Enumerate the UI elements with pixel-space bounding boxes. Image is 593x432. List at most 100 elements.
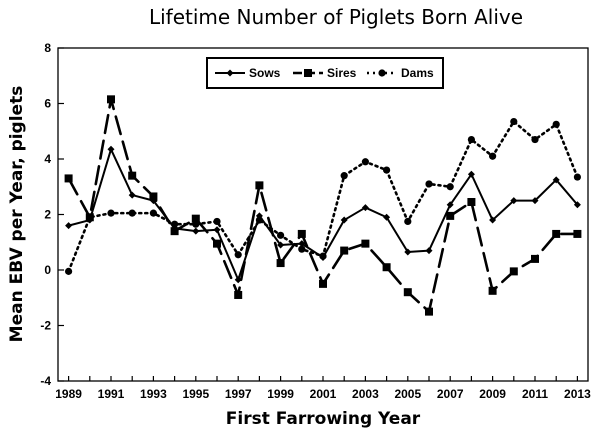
sires-point: [573, 229, 582, 238]
sows-point: [319, 254, 327, 262]
axis-ticks: -4 -2 0 2 4 6 8 1989 1991 1993 1995 1997 1999 2001 200…: [40, 41, 591, 401]
dams-point: [65, 267, 73, 275]
x-tick-label: 2001: [310, 387, 337, 401]
x-tick-label: 2003: [352, 387, 379, 401]
sires-point: [509, 267, 518, 276]
legend-marker-sows: [226, 69, 234, 77]
x-tick-label: 2007: [437, 387, 464, 401]
series-sires: [64, 95, 582, 316]
sows-point: [404, 248, 412, 256]
sires-point: [467, 198, 476, 207]
sows-point: [213, 226, 221, 234]
sows-point: [277, 241, 285, 249]
y-tick-label: 8: [44, 41, 51, 55]
x-tick-label: 1999: [267, 387, 294, 401]
sows-point: [425, 247, 433, 255]
sires-point: [382, 263, 391, 272]
sows-point: [107, 145, 115, 153]
dams-point: [128, 209, 136, 217]
series-layer: [64, 95, 582, 316]
sires-point: [552, 229, 561, 238]
x-tick-label: 2005: [394, 387, 421, 401]
sires-point: [149, 192, 158, 201]
legend-item-sows: Sows: [215, 66, 281, 80]
sows-point: [340, 216, 348, 224]
sires-point: [255, 181, 264, 190]
x-tick-label: 2009: [479, 387, 506, 401]
dams-point: [340, 172, 348, 180]
sows-point: [86, 216, 94, 224]
sows-point: [128, 191, 136, 199]
sires-point: [64, 174, 73, 183]
chart-title: Lifetime Number of Piglets Born Alive: [149, 5, 523, 29]
legend-label-sows: Sows: [249, 66, 281, 80]
y-tick-label: 6: [44, 97, 51, 111]
sows-point: [446, 201, 454, 209]
y-tick-label: 4: [44, 152, 51, 166]
dams-point: [404, 217, 412, 226]
sires-line: [67, 98, 579, 313]
sows-point: [298, 240, 306, 248]
dams-point: [531, 135, 539, 144]
dams-point: [149, 209, 157, 217]
x-tick-label: 1997: [225, 387, 252, 401]
y-tick-label: 0: [44, 263, 51, 277]
legend: Sows Sires Dams: [206, 57, 444, 89]
sires-point: [361, 239, 370, 248]
dams-point: [425, 180, 433, 188]
dams-point: [510, 117, 518, 126]
legend-item-dams: Dams: [367, 66, 434, 80]
dams-point: [573, 173, 582, 181]
dams-line: [67, 120, 579, 273]
y-tick-label: -4: [40, 374, 51, 388]
x-tick-label: 1995: [182, 387, 209, 401]
sires-point: [531, 254, 539, 263]
legend-box: [206, 57, 444, 89]
legend-label-dams: Dams: [401, 66, 434, 80]
sows-point: [171, 224, 179, 232]
sires-point: [213, 239, 221, 248]
x-tick-label: 2013: [564, 387, 591, 401]
dams-point: [298, 245, 306, 253]
sows-point: [361, 204, 369, 212]
sires-point: [297, 229, 306, 238]
sires-point: [340, 246, 349, 255]
sows-point: [149, 197, 157, 205]
sows-point: [383, 213, 391, 221]
sows-point: [65, 222, 73, 230]
sires-point: [276, 259, 285, 268]
legend-marker-dams: [378, 69, 386, 77]
series-sows: [65, 145, 581, 284]
sires-point: [128, 171, 137, 180]
legend-marker-sires: [304, 69, 312, 77]
dams-point: [361, 158, 369, 166]
dams-point: [277, 231, 285, 239]
x-axis-label: First Farrowing Year: [226, 409, 421, 429]
dams-point: [234, 251, 242, 259]
sires-point: [234, 290, 243, 299]
sows-point: [552, 176, 560, 184]
sires-point: [446, 211, 455, 220]
plot-area: [57, 47, 589, 382]
x-tick-label: 2011: [522, 387, 548, 401]
sows-point: [255, 212, 263, 220]
x-tick-label: 1991: [98, 387, 125, 401]
dams-point: [383, 166, 391, 174]
legend-label-sires: Sires: [327, 66, 357, 80]
sows-point: [234, 276, 242, 284]
dams-point: [467, 135, 475, 144]
dams-point: [552, 120, 560, 128]
sires-point: [403, 288, 412, 297]
x-tick-label: 1993: [140, 387, 167, 401]
dams-point: [213, 217, 221, 226]
sires-point: [425, 307, 433, 316]
dams-point: [192, 220, 200, 228]
sows-point: [192, 227, 200, 235]
sires-point: [488, 286, 497, 295]
legend-item-sires: Sires: [293, 66, 357, 80]
sows-point: [467, 170, 475, 178]
sires-point: [107, 95, 115, 104]
sows-point: [573, 201, 581, 209]
series-dams: [65, 117, 582, 275]
